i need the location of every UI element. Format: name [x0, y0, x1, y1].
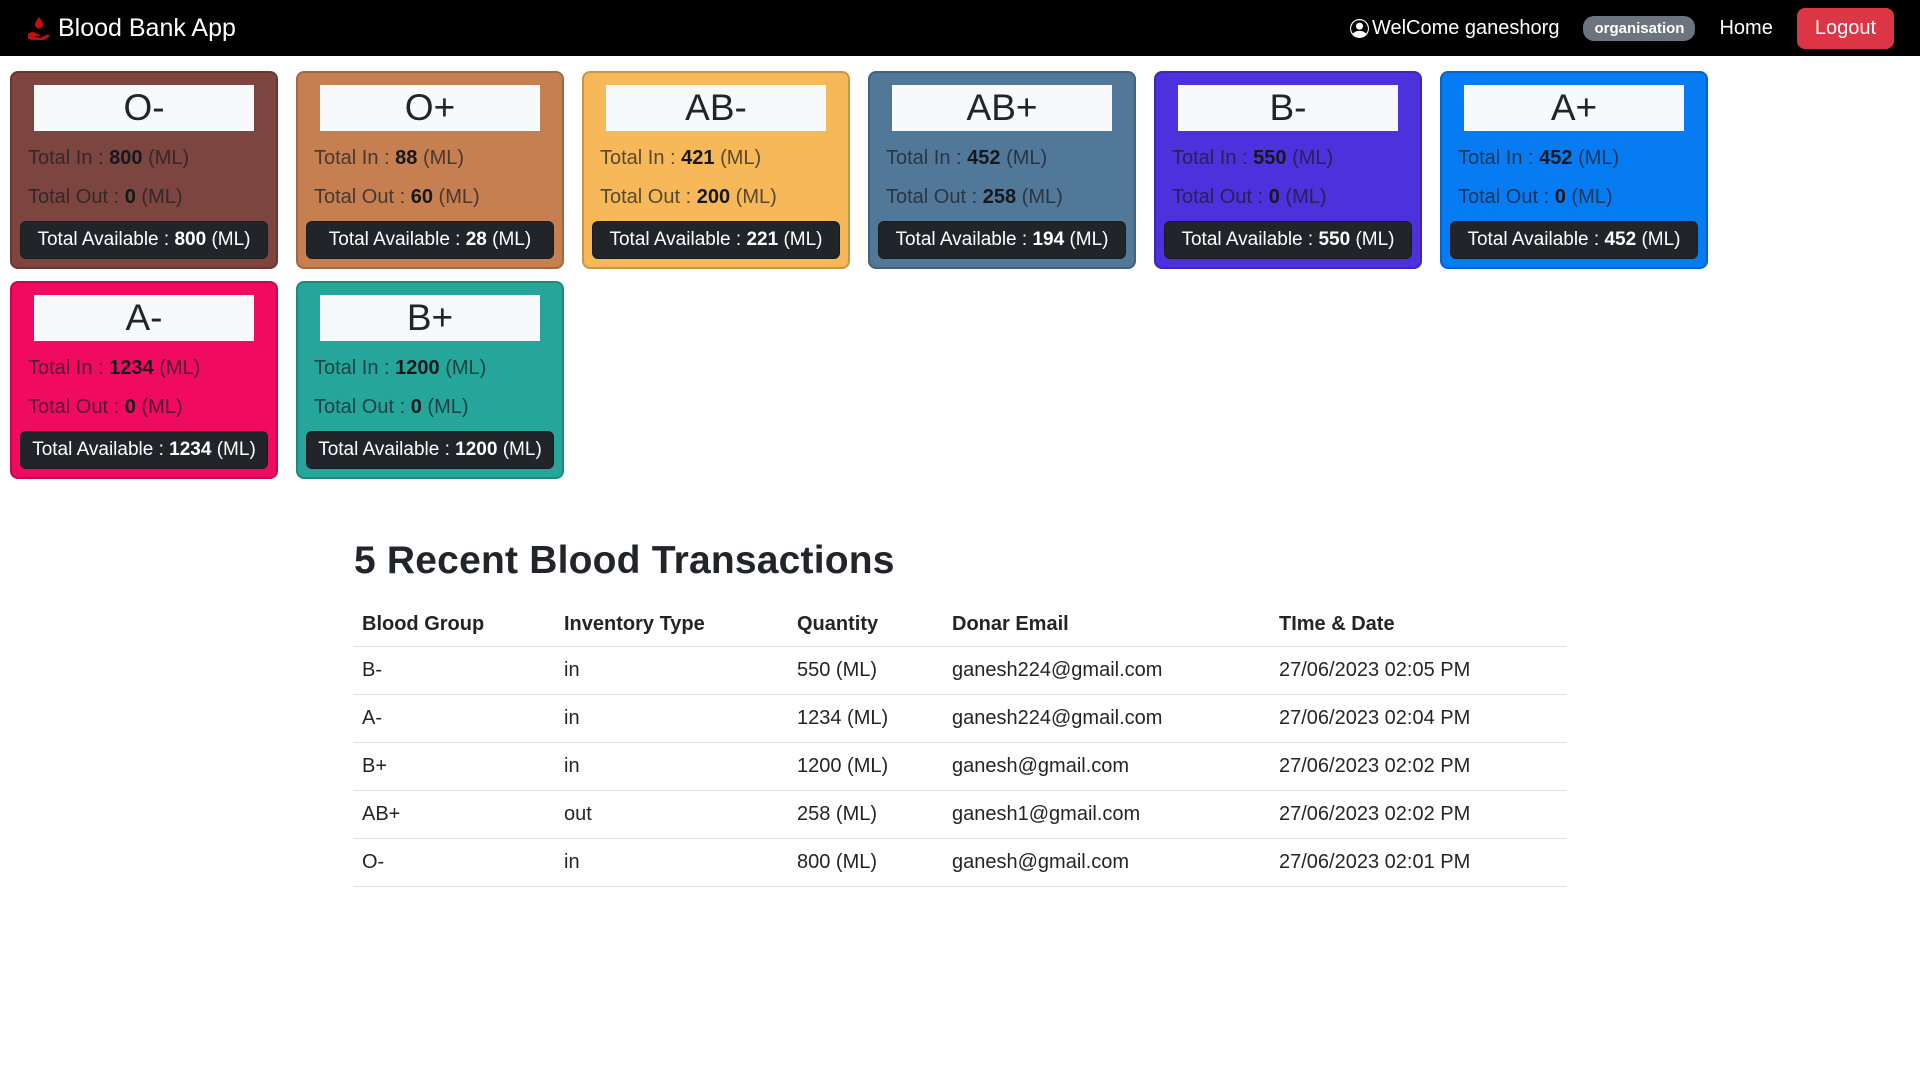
- blood-card-ab-neg: AB- Total In : 421 (ML) Total Out : 200 …: [582, 71, 850, 269]
- total-available-footer: Total Available : 28 (ML): [306, 221, 554, 259]
- total-out-line: Total Out : 258 (ML): [886, 186, 1063, 208]
- total-out-line: Total Out : 0 (ML): [28, 186, 183, 208]
- transactions-section: 5 Recent Blood Transactions Blood Group …: [354, 539, 1566, 887]
- total-available-footer: Total Available : 221 (ML): [592, 221, 840, 259]
- cell-quantity: 550 (ML): [789, 646, 944, 695]
- cell-time-date: 27/06/2023 02:04 PM: [1271, 694, 1566, 743]
- blood-card-b-pos: B+ Total In : 1200 (ML) Total Out : 0 (M…: [296, 281, 564, 479]
- total-in-line: Total In : 1234 (ML): [28, 357, 201, 379]
- blood-card-b-neg: B- Total In : 550 (ML) Total Out : 0 (ML…: [1154, 71, 1422, 269]
- cell-time-date: 27/06/2023 02:01 PM: [1271, 838, 1566, 887]
- table-row: A- in 1234 (ML) ganesh224@gmail.com 27/0…: [354, 694, 1566, 743]
- cell-donar-email: ganesh1@gmail.com: [944, 790, 1271, 839]
- total-available-footer: Total Available : 194 (ML): [878, 221, 1126, 259]
- cell-blood-group: A-: [354, 694, 556, 743]
- cell-quantity: 258 (ML): [789, 790, 944, 839]
- cell-inventory-type: out: [556, 790, 789, 839]
- cell-blood-group: B-: [354, 646, 556, 695]
- table-row: B+ in 1200 (ML) ganesh@gmail.com 27/06/2…: [354, 742, 1566, 791]
- cell-time-date: 27/06/2023 02:05 PM: [1271, 646, 1566, 695]
- home-link[interactable]: Home: [1719, 16, 1773, 39]
- welcome-label: WelCome ganeshorg: [1371, 16, 1560, 39]
- blood-group-title: A+: [1464, 85, 1684, 131]
- cell-donar-email: ganesh@gmail.com: [944, 838, 1271, 887]
- cell-donar-email: ganesh@gmail.com: [944, 742, 1271, 791]
- table-row: AB+ out 258 (ML) ganesh1@gmail.com 27/06…: [354, 790, 1566, 839]
- total-in-line: Total In : 452 (ML): [886, 147, 1048, 169]
- blood-card-a-neg: A- Total In : 1234 (ML) Total Out : 0 (M…: [10, 281, 278, 479]
- table-header-row: Blood Group Inventory Type Quantity Dona…: [354, 605, 1566, 647]
- blood-group-cards: O- Total In : 800 (ML) Total Out : 0 (ML…: [0, 56, 1920, 479]
- blood-group-title: AB-: [606, 85, 826, 131]
- hand-holding-blood-drop-icon: [26, 16, 52, 40]
- total-available-footer: Total Available : 1200 (ML): [306, 431, 554, 469]
- header-time-date: TIme & Date: [1271, 605, 1566, 647]
- blood-group-title: O-: [34, 85, 254, 131]
- total-in-line: Total In : 1200 (ML): [314, 357, 487, 379]
- total-in-line: Total In : 800 (ML): [28, 147, 190, 169]
- cell-blood-group: O-: [354, 838, 556, 887]
- table-row: B- in 550 (ML) ganesh224@gmail.com 27/06…: [354, 646, 1566, 695]
- blood-card-a-pos: A+ Total In : 452 (ML) Total Out : 0 (ML…: [1440, 71, 1708, 269]
- blood-group-title: B-: [1178, 85, 1398, 131]
- cell-donar-email: ganesh224@gmail.com: [944, 646, 1271, 695]
- organisation-badge: organisation: [1583, 15, 1696, 41]
- transactions-title: 5 Recent Blood Transactions: [354, 539, 895, 582]
- total-in-line: Total In : 452 (ML): [1458, 147, 1620, 169]
- total-out-line: Total Out : 0 (ML): [28, 396, 183, 418]
- navbar: Blood Bank App WelCome ganeshorg organis…: [0, 0, 1920, 56]
- brand-link[interactable]: Blood Bank App: [26, 14, 236, 43]
- total-out-line: Total Out : 0 (ML): [1458, 186, 1613, 208]
- total-available-footer: Total Available : 550 (ML): [1164, 221, 1412, 259]
- blood-card-o-neg: O- Total In : 800 (ML) Total Out : 0 (ML…: [10, 71, 278, 269]
- blood-group-title: O+: [320, 85, 540, 131]
- logout-button[interactable]: Logout: [1796, 7, 1894, 49]
- cell-blood-group: B+: [354, 742, 556, 791]
- cell-time-date: 27/06/2023 02:02 PM: [1271, 790, 1566, 839]
- cell-inventory-type: in: [556, 646, 789, 695]
- header-donar-email: Donar Email: [944, 605, 1271, 647]
- total-out-line: Total Out : 0 (ML): [1172, 186, 1327, 208]
- cell-quantity: 1200 (ML): [789, 742, 944, 791]
- cell-inventory-type: in: [556, 838, 789, 887]
- total-in-line: Total In : 550 (ML): [1172, 147, 1334, 169]
- total-available-footer: Total Available : 452 (ML): [1450, 221, 1698, 259]
- blood-group-title: A-: [34, 295, 254, 341]
- person-circle-icon: [1349, 18, 1369, 38]
- cell-inventory-type: in: [556, 694, 789, 743]
- total-available-footer: Total Available : 800 (ML): [20, 221, 268, 259]
- total-available-footer: Total Available : 1234 (ML): [20, 431, 268, 469]
- header-inventory-type: Inventory Type: [556, 605, 789, 647]
- blood-group-title: B+: [320, 295, 540, 341]
- cell-quantity: 1234 (ML): [789, 694, 944, 743]
- welcome-text: WelCome ganeshorg: [1349, 16, 1560, 40]
- cell-time-date: 27/06/2023 02:02 PM: [1271, 742, 1566, 791]
- blood-card-ab-pos: AB+ Total In : 452 (ML) Total Out : 258 …: [868, 71, 1136, 269]
- cell-quantity: 800 (ML): [789, 838, 944, 887]
- cell-donar-email: ganesh224@gmail.com: [944, 694, 1271, 743]
- navbar-right: WelCome ganeshorg organisation Home Logo…: [1349, 7, 1894, 49]
- cell-inventory-type: in: [556, 742, 789, 791]
- total-out-line: Total Out : 0 (ML): [314, 396, 469, 418]
- header-blood-group: Blood Group: [354, 605, 556, 647]
- brand-label: Blood Bank App: [58, 13, 236, 42]
- cell-blood-group: AB+: [354, 790, 556, 839]
- total-out-line: Total Out : 60 (ML): [314, 186, 480, 208]
- blood-card-o-pos: O+ Total In : 88 (ML) Total Out : 60 (ML…: [296, 71, 564, 269]
- total-out-line: Total Out : 200 (ML): [600, 186, 777, 208]
- header-quantity: Quantity: [789, 605, 944, 647]
- blood-group-title: AB+: [892, 85, 1112, 131]
- total-in-line: Total In : 88 (ML): [314, 147, 465, 169]
- table-row: O- in 800 (ML) ganesh@gmail.com 27/06/20…: [354, 838, 1566, 887]
- total-in-line: Total In : 421 (ML): [600, 147, 762, 169]
- transactions-table: Blood Group Inventory Type Quantity Dona…: [354, 605, 1566, 887]
